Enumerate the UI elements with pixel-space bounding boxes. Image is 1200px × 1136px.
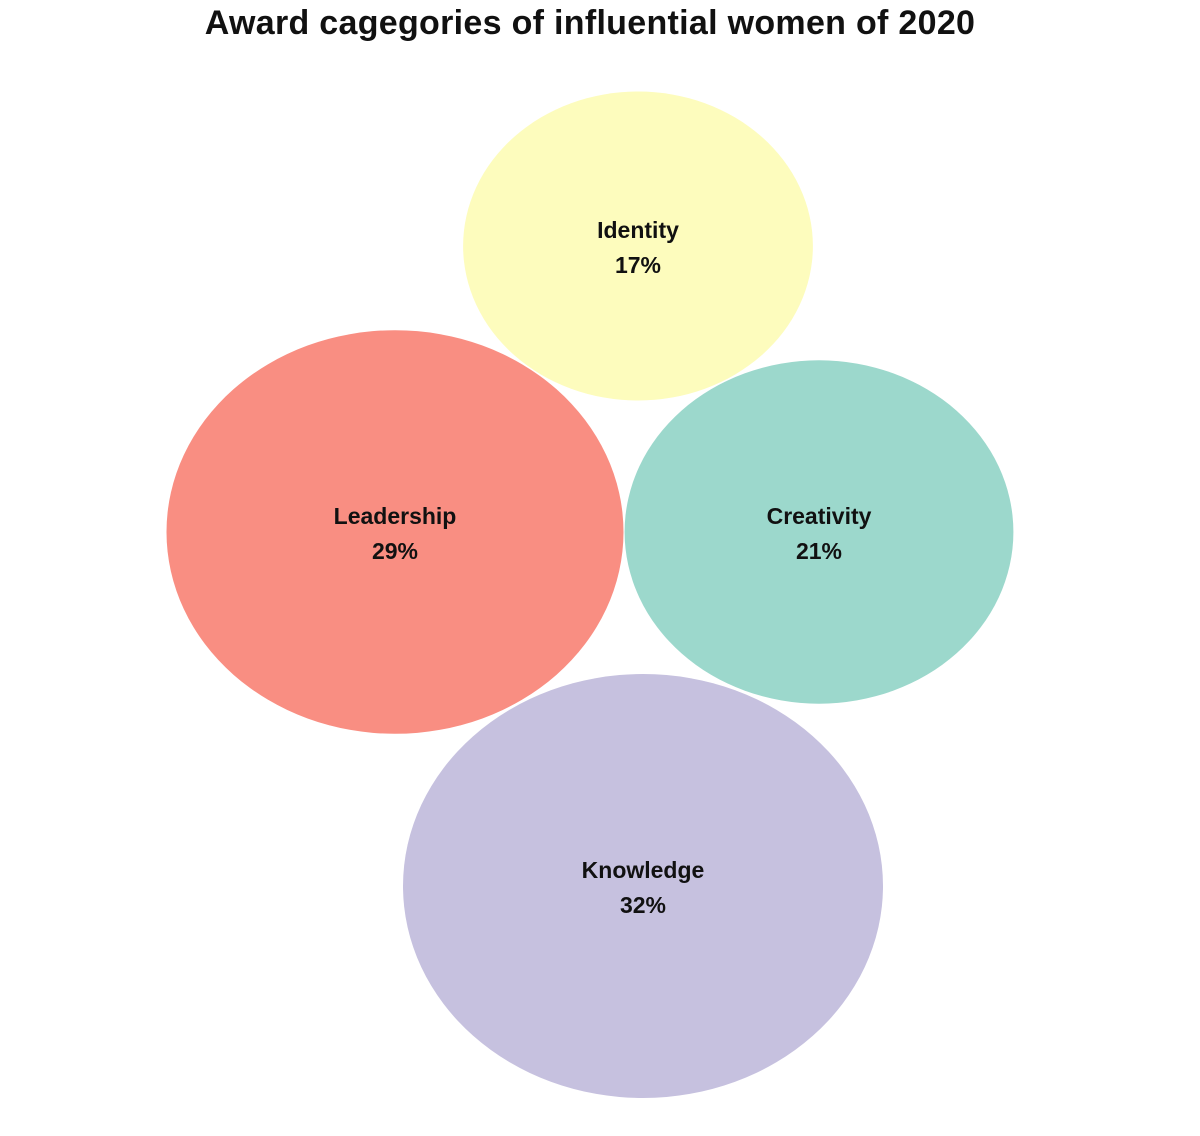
bubble-label-knowledge: Knowledge (582, 857, 705, 883)
bubble-creativity (624, 360, 1014, 704)
bubble-group-creativity: Creativity 21% (624, 360, 1014, 704)
bubble-value-knowledge: 32% (620, 892, 666, 918)
bubble-group-knowledge: Knowledge 32% (403, 674, 883, 1098)
bubble-group-leadership: Leadership 29% (166, 330, 624, 734)
chart-title: Award cagegories of influential women of… (204, 4, 976, 42)
bubble-label-leadership: Leadership (334, 503, 457, 529)
bubble-value-identity: 17% (615, 252, 661, 278)
bubble-knowledge (403, 674, 883, 1098)
bubble-group-identity: Identity 17% (463, 91, 813, 401)
bubble-label-creativity: Creativity (767, 503, 872, 529)
bubble-identity (463, 91, 813, 401)
bubble-value-leadership: 29% (372, 538, 418, 564)
bubble-leadership (166, 330, 624, 734)
bubble-label-identity: Identity (597, 217, 679, 243)
bubble-value-creativity: 21% (796, 538, 842, 564)
